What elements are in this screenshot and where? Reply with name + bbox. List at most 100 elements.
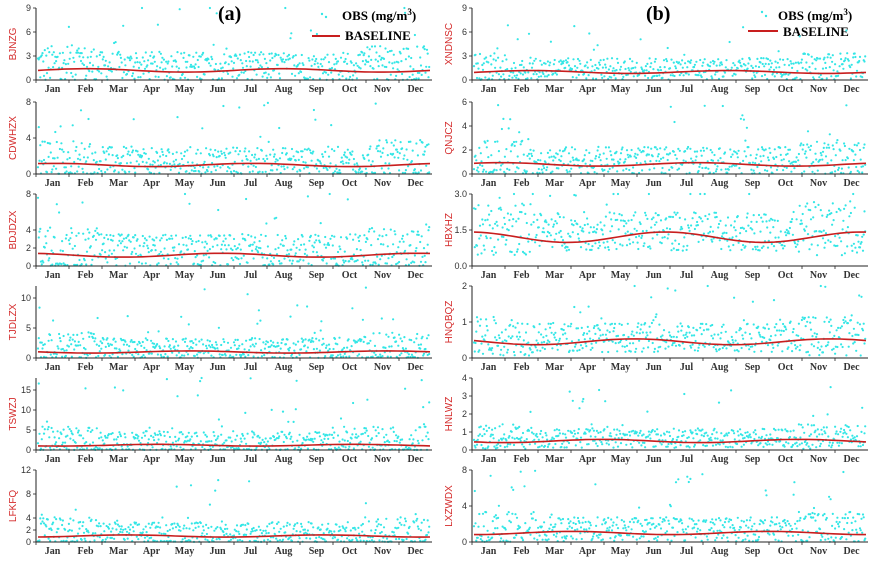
month-label: Oct xyxy=(342,270,358,281)
obs-point xyxy=(402,235,404,237)
obs-point xyxy=(854,247,856,249)
obs-point xyxy=(839,65,841,67)
month-label: Jan xyxy=(45,546,61,557)
obs-point xyxy=(643,69,645,71)
obs-point xyxy=(836,142,838,144)
obs-point xyxy=(742,160,744,162)
obs-point xyxy=(139,61,141,63)
obs-point xyxy=(299,249,301,251)
obs-point xyxy=(209,248,211,250)
obs-point xyxy=(798,251,800,253)
obs-point xyxy=(408,55,410,57)
obs-point xyxy=(756,221,758,223)
obs-point xyxy=(814,68,816,70)
obs-point xyxy=(481,218,483,220)
obs-point xyxy=(97,317,99,319)
obs-point xyxy=(673,247,675,249)
obs-point xyxy=(527,138,529,140)
obs-point xyxy=(48,259,50,261)
obs-point xyxy=(307,529,309,531)
obs-point xyxy=(260,442,262,444)
obs-point xyxy=(225,354,227,356)
obs-point xyxy=(597,146,599,148)
obs-point xyxy=(540,152,542,154)
obs-point xyxy=(493,169,495,171)
obs-point xyxy=(508,169,510,171)
obs-point xyxy=(577,233,579,235)
obs-point xyxy=(172,442,174,444)
obs-point xyxy=(213,44,215,46)
obs-point xyxy=(726,172,728,174)
month-label: May xyxy=(175,454,194,465)
obs-point xyxy=(678,61,680,63)
obs-point xyxy=(213,435,215,437)
obs-point xyxy=(259,64,261,66)
obs-point xyxy=(753,170,755,172)
obs-point xyxy=(336,343,338,345)
obs-point xyxy=(277,345,279,347)
obs-point xyxy=(508,219,510,221)
obs-point xyxy=(354,528,356,530)
obs-point xyxy=(613,74,615,76)
obs-point xyxy=(48,538,50,540)
obs-point xyxy=(120,57,122,59)
obs-point xyxy=(798,153,800,155)
obs-point xyxy=(265,530,267,532)
obs-point xyxy=(263,441,265,443)
obs-point xyxy=(424,261,426,263)
obs-point xyxy=(221,244,223,246)
obs-point xyxy=(127,445,129,447)
obs-point xyxy=(272,263,274,265)
obs-series xyxy=(37,287,430,360)
obs-point xyxy=(364,63,366,65)
obs-point xyxy=(327,350,329,352)
obs-point xyxy=(130,524,132,526)
obs-point xyxy=(65,63,67,65)
obs-point xyxy=(156,343,158,345)
month-label: Nov xyxy=(810,178,827,189)
obs-point xyxy=(229,437,231,439)
month-label: Oct xyxy=(342,362,358,373)
obs-point xyxy=(37,197,39,199)
obs-point xyxy=(736,153,738,155)
obs-point xyxy=(640,237,642,239)
obs-point xyxy=(85,160,87,162)
obs-point xyxy=(271,52,273,54)
obs-point xyxy=(177,263,179,265)
obs-point xyxy=(186,345,188,347)
obs-point xyxy=(482,223,484,225)
obs-point xyxy=(134,234,136,236)
obs-point xyxy=(473,65,475,67)
obs-point xyxy=(200,152,202,154)
obs-point xyxy=(360,67,362,69)
obs-point xyxy=(399,354,401,356)
obs-point xyxy=(122,155,124,157)
obs-point xyxy=(267,245,269,247)
obs-point xyxy=(710,149,712,151)
obs-point xyxy=(135,52,137,54)
obs-point xyxy=(316,167,318,169)
obs-point xyxy=(114,386,116,388)
obs-point xyxy=(244,438,246,440)
obs-point xyxy=(735,73,737,75)
obs-point xyxy=(750,154,752,156)
obs-point xyxy=(133,66,135,68)
obs-point xyxy=(667,159,669,161)
obs-point xyxy=(769,60,771,62)
station-label: TSWZJ xyxy=(8,397,19,430)
obs-point xyxy=(279,77,281,79)
obs-point xyxy=(302,235,304,237)
obs-point xyxy=(753,232,755,234)
obs-point xyxy=(650,148,652,150)
y-tick-label: 3 xyxy=(26,51,31,61)
obs-point xyxy=(370,244,372,246)
obs-point xyxy=(777,62,779,64)
obs-point xyxy=(133,78,135,80)
obs-point xyxy=(658,69,660,71)
obs-point xyxy=(153,439,155,441)
obs-point xyxy=(369,340,371,342)
obs-point xyxy=(283,441,285,443)
obs-point xyxy=(693,66,695,68)
obs-point xyxy=(397,246,399,248)
obs-point xyxy=(115,341,117,343)
